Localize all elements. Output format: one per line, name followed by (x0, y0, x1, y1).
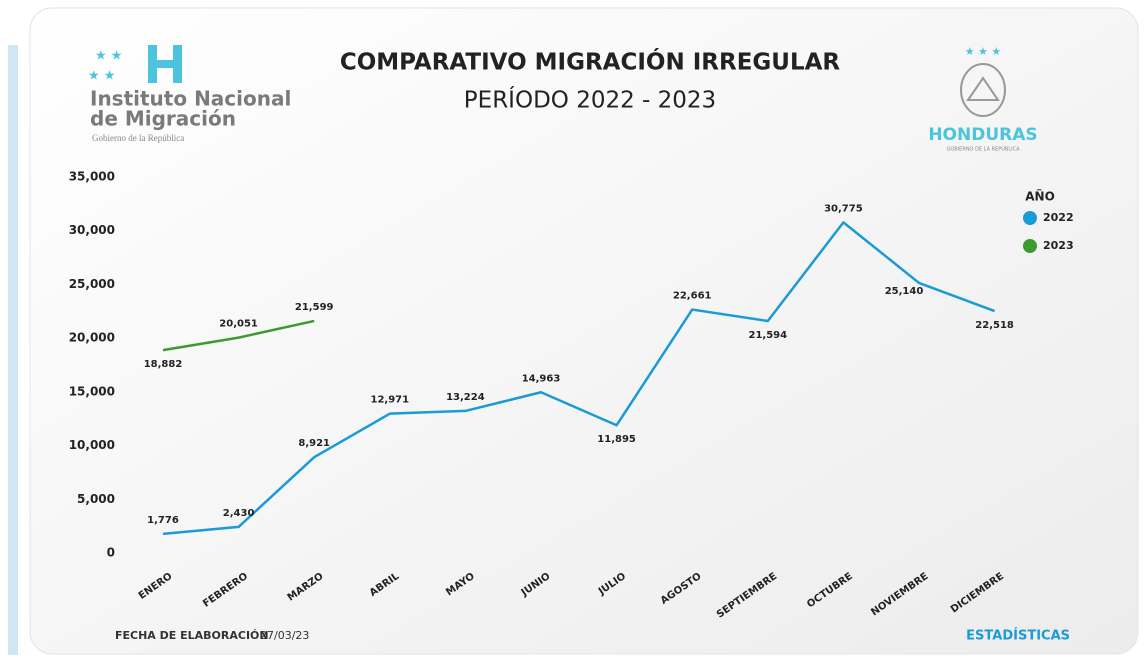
y-tick-label: 20,000 (69, 331, 115, 345)
country-sub: GOBIERNO DE LA REPÚBLICA (946, 146, 1020, 153)
data-label: 30,775 (824, 203, 863, 214)
data-label: 22,661 (673, 291, 712, 302)
svg-text:★ ★ ★: ★ ★ ★ (965, 45, 1002, 58)
chart-subtitle: PERÍODO 2022 - 2023 (464, 86, 716, 114)
data-label: 14,963 (522, 373, 561, 384)
data-label: 13,224 (446, 392, 485, 403)
svg-text:★ ★: ★ ★ (95, 49, 122, 64)
y-tick-label: 0 (107, 546, 115, 560)
legend-swatch (1023, 211, 1037, 225)
y-tick-label: 30,000 (69, 223, 115, 237)
svg-text:★ ★: ★ ★ (88, 69, 115, 84)
series-line (162, 221, 996, 536)
country: HONDURAS (928, 125, 1037, 145)
legend-label: 2023 (1043, 239, 1074, 252)
footer-label: FECHA DE ELABORACIÓN (115, 629, 269, 642)
data-label: 18,882 (144, 359, 183, 370)
y-tick-label: 25,000 (69, 277, 115, 291)
legend-title: AÑO (1025, 189, 1055, 204)
footer-right: ESTADÍSTICAS (966, 628, 1070, 644)
data-label: 11,895 (597, 434, 636, 445)
data-label: 21,599 (295, 302, 334, 313)
y-tick-label: 10,000 (69, 438, 115, 452)
y-tick-label: 5,000 (77, 492, 115, 506)
emblem: ★ ★ ★ (960, 45, 1006, 117)
legend-swatch (1023, 239, 1037, 253)
org-name: de Migración (90, 107, 236, 131)
org-name: Instituto Nacional (90, 87, 291, 111)
card (29, 7, 1139, 655)
data-label: 2,430 (223, 508, 255, 519)
data-label: 22,518 (975, 320, 1014, 331)
series-line (162, 319, 315, 352)
data-label: 25,140 (885, 286, 924, 297)
inm-logo: ★ ★ ★ ★ (88, 45, 182, 84)
side-strip (8, 45, 18, 655)
chart-title: COMPARATIVO MIGRACIÓN IRREGULAR (340, 48, 841, 76)
y-tick-label: 35,000 (69, 170, 115, 184)
footer-date: 27/03/23 (260, 629, 309, 642)
y-tick-label: 15,000 (69, 384, 115, 398)
data-label: 8,921 (298, 438, 330, 449)
data-label: 12,971 (371, 395, 410, 406)
data-label: 21,594 (749, 330, 788, 341)
data-label: 20,051 (219, 319, 258, 330)
org-sub: Gobierno de la República (92, 133, 184, 143)
legend-label: 2022 (1043, 211, 1074, 224)
data-label: 1,776 (147, 515, 179, 526)
